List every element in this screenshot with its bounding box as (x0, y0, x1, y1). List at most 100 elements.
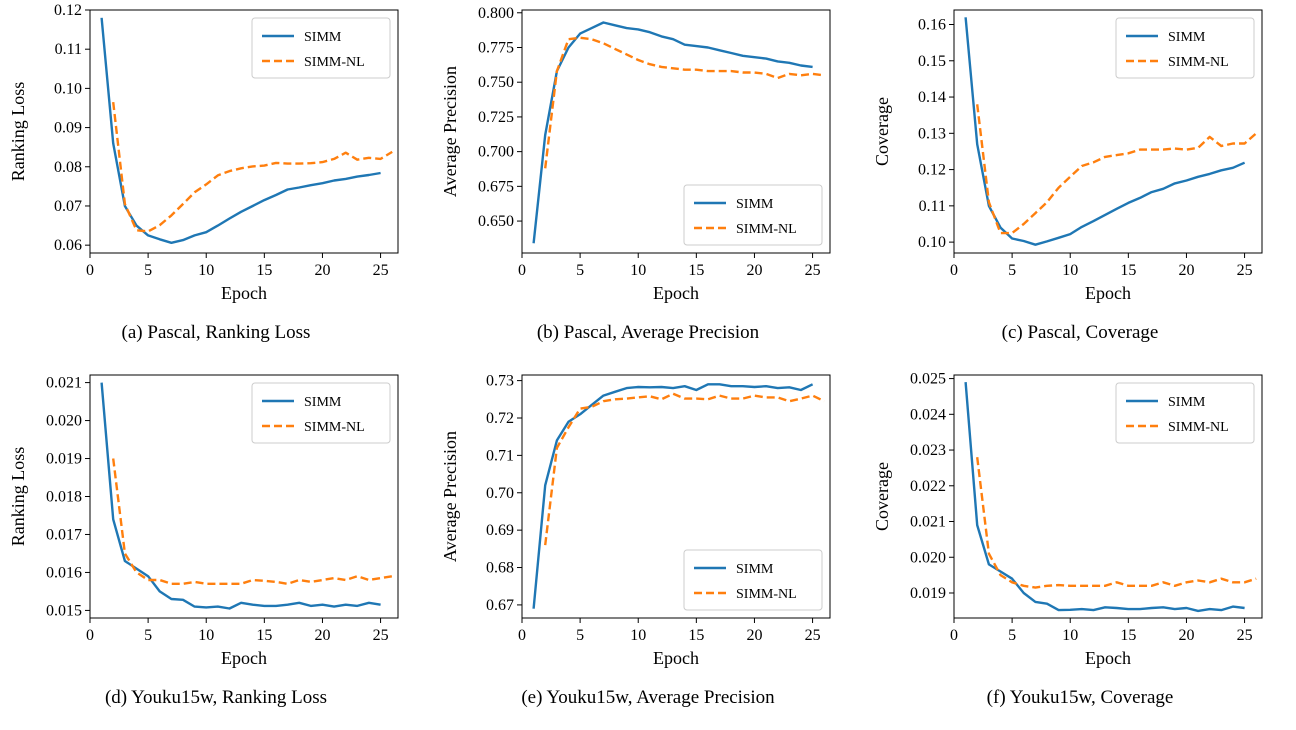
series-line-simm-nl (544, 392, 825, 546)
x-tick-label: 10 (630, 262, 646, 279)
x-tick-label: 20 (746, 627, 762, 644)
y-tick-label: 0.015 (46, 602, 82, 619)
y-tick-label: 0.725 (478, 109, 514, 126)
x-tick-label: 10 (630, 627, 646, 644)
y-tick-label: 0.775 (478, 39, 514, 56)
y-tick-label: 0.12 (54, 2, 82, 19)
series-line-simm-nl (112, 458, 393, 586)
x-tick-label: 10 (198, 262, 214, 279)
y-tick-label: 0.020 (46, 413, 82, 430)
legend-label: SIMM-NL (304, 420, 365, 435)
x-tick-label: 5 (144, 627, 152, 644)
x-tick-label: 0 (86, 627, 94, 644)
plot-frame (521, 374, 831, 619)
chart-caption-d: (d) Youku15w, Ranking Loss (104, 687, 328, 708)
y-tick-label: 0.021 (46, 375, 82, 392)
legend-box (251, 17, 391, 79)
y-tick-label: 0.800 (478, 5, 514, 22)
chart-d: 0 5 10 15 20 25 0.015 0.016 0.017 0.018 0.019 0.020… (8, 374, 399, 668)
y-tick-label: 0.16 (918, 17, 946, 34)
x-tick-label: 5 (1008, 262, 1016, 279)
y-tick-label: 0.018 (46, 489, 82, 506)
x-tick-label: 0 (950, 262, 958, 279)
y-tick-label: 0.69 (486, 522, 514, 539)
y-tick-label: 0.700 (478, 144, 514, 161)
series-line-simm (100, 382, 381, 610)
legend-label: SIMM (1168, 395, 1206, 410)
chart-panel-d: 0 5 10 15 20 25 0.015 0.016 0.017 0.018 0.019 0.020… (0, 365, 432, 730)
series-line-simm (964, 17, 1246, 246)
legend-label: SIMM-NL (736, 222, 797, 237)
x-axis-label: Epoch (653, 648, 699, 668)
x-tick-label: 15 (688, 262, 704, 279)
series-line-simm-nl (976, 457, 1257, 589)
y-tick-label: 0.750 (478, 74, 514, 91)
series-line-simm-nl (544, 36, 825, 169)
chart-b: 0 5 10 15 20 25 0.650 0.675 0.700 0.725 0.750 0.775… (440, 5, 831, 303)
legend: SIMM SIMM-NL (1115, 17, 1255, 79)
x-tick-label: 20 (746, 262, 762, 279)
plot-frame (953, 9, 1263, 254)
plot-frame (521, 9, 831, 254)
y-tick-label: 0.024 (910, 406, 946, 423)
chart-panel-a: 0 5 10 15 20 25 0.06 0.07 0.08 0.09 0.10 0.11 0.12 Ep… (0, 0, 432, 365)
x-tick-label: 20 (1178, 262, 1194, 279)
y-axis-label: Average Precision (440, 66, 460, 197)
y-tick-label: 0.13 (918, 125, 946, 142)
chart-caption-a: (a) Pascal, Ranking Loss (121, 322, 311, 343)
x-tick-label: 10 (1062, 262, 1078, 279)
y-tick-label: 0.022 (910, 478, 946, 495)
legend: SIMM SIMM-NL (251, 382, 391, 444)
y-axis-label: Ranking Loss (8, 82, 28, 182)
chart-c: 0 5 10 15 20 25 0.10 0.11 0.12 0.13 0.14 0.15 0.16 Ep… (872, 9, 1263, 303)
x-tick-label: 25 (805, 262, 821, 279)
y-tick-label: 0.73 (486, 373, 514, 390)
x-axis-label: Epoch (221, 648, 267, 668)
y-tick-label: 0.72 (486, 410, 514, 427)
x-tick-label: 0 (86, 262, 94, 279)
x-axis-label: Epoch (221, 283, 267, 303)
x-tick-label: 25 (373, 627, 389, 644)
y-tick-label: 0.12 (918, 162, 946, 179)
series-line-simm (100, 17, 381, 245)
y-tick-label: 0.67 (486, 597, 514, 614)
chart-panel-c: 0 5 10 15 20 25 0.10 0.11 0.12 0.13 0.14 0.15 0.16 Ep… (864, 0, 1296, 365)
y-tick-label: 0.07 (54, 198, 82, 215)
y-tick-label: 0.06 (54, 237, 82, 254)
y-tick-label: 0.10 (918, 234, 946, 251)
x-tick-label: 20 (314, 627, 330, 644)
y-axis-label: Average Precision (440, 431, 460, 562)
chart-caption-e: (e) Youku15w, Average Precision (521, 687, 775, 708)
x-tick-label: 5 (1008, 627, 1016, 644)
y-axis-label: Ranking Loss (8, 447, 28, 547)
x-tick-label: 10 (198, 627, 214, 644)
y-tick-label: 0.11 (919, 198, 946, 215)
y-tick-label: 0.023 (910, 442, 946, 459)
chart-caption-b: (b) Pascal, Average Precision (536, 322, 760, 343)
x-axis-label: Epoch (1085, 283, 1131, 303)
y-axis-label: Coverage (872, 462, 892, 531)
x-tick-label: 0 (950, 627, 958, 644)
series-line-simm (532, 21, 813, 244)
x-tick-label: 15 (256, 627, 272, 644)
chart-f: 0 5 10 15 20 25 0.019 0.020 0.021 0.022 0.023 0.024… (872, 371, 1263, 668)
legend: SIMM SIMM-NL (1115, 382, 1255, 444)
y-tick-label: 0.68 (486, 560, 514, 577)
series-line-simm (964, 382, 1245, 613)
chart-a: 0 5 10 15 20 25 0.06 0.07 0.08 0.09 0.10 0.11 0.12 Ep… (8, 2, 399, 303)
x-tick-label: 5 (144, 262, 152, 279)
plot-frame (953, 374, 1263, 619)
series-line-simm (532, 383, 814, 609)
x-tick-label: 0 (518, 262, 526, 279)
legend: SIMM SIMM-NL (683, 549, 823, 611)
x-tick-label: 5 (576, 262, 584, 279)
chart-panel-f: 0 5 10 15 20 25 0.019 0.020 0.021 0.022 0.023 0.024… (864, 365, 1296, 730)
legend: SIMM SIMM-NL (251, 17, 391, 79)
x-tick-label: 25 (1237, 262, 1253, 279)
x-axis-label: Epoch (653, 283, 699, 303)
legend-label: SIMM-NL (736, 587, 797, 602)
legend-box (683, 549, 823, 611)
chart-caption-c: (c) Pascal, Coverage (1001, 322, 1159, 343)
legend-label: SIMM (304, 30, 342, 45)
legend: SIMM SIMM-NL (683, 184, 823, 246)
